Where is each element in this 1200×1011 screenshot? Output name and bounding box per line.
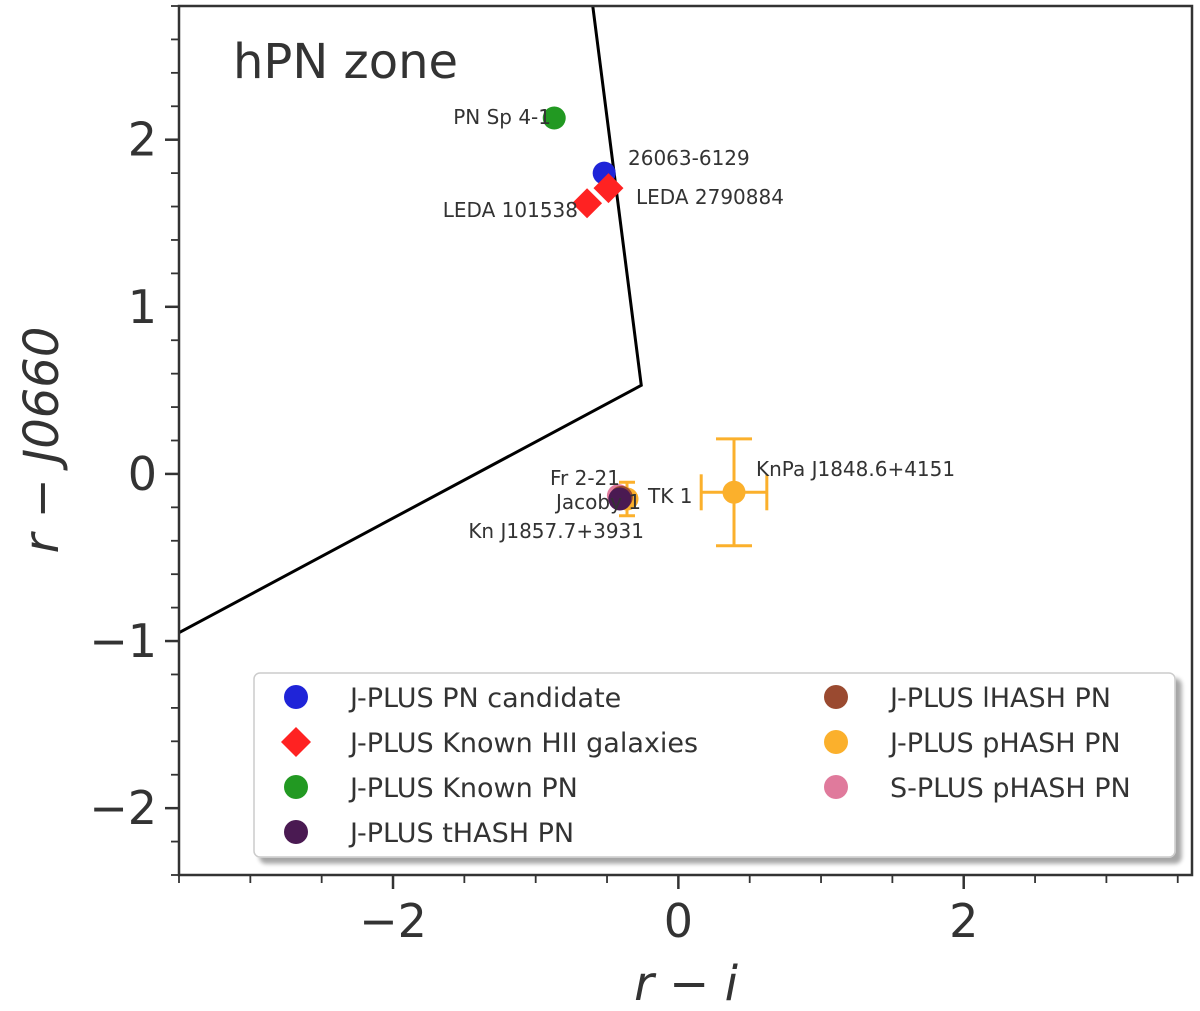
data-markers	[542, 106, 746, 511]
legend-item: J-PLUS Known HII galaxies	[281, 727, 698, 759]
y-tick-label: 1	[128, 280, 157, 334]
x-tick-label: 0	[664, 894, 693, 948]
legend-circle-marker	[284, 775, 308, 799]
x-tick-label: 2	[949, 894, 978, 948]
point-labels: 26063-6129 LEDA 101538 LEDA 2790884 PN Sp 4…	[443, 105, 955, 543]
legend-label: J-PLUS Known HII galaxies	[348, 728, 698, 759]
plot-frame	[177, 4, 1194, 877]
legend-label: J-PLUS lHASH PN	[888, 683, 1111, 714]
x-axis-label: r − i	[634, 956, 738, 1011]
point-label: PN Sp 4-1	[453, 105, 551, 129]
legend-circle-marker	[284, 820, 308, 844]
axis-ticks	[165, 5, 1179, 889]
hpn-zone-boundary	[179, 6, 643, 635]
legend-box	[253, 672, 1176, 858]
point-label: 26063-6129	[628, 146, 750, 170]
x-tick-label: −2	[359, 894, 427, 948]
point-label: TK 1	[647, 484, 692, 508]
data-point	[608, 487, 632, 511]
data-point	[722, 480, 746, 504]
legend-label: J-PLUS pHASH PN	[888, 728, 1121, 759]
legend-item: J-PLUS pHASH PN	[824, 728, 1121, 759]
point-label: Jacoby 1	[554, 490, 641, 514]
data-point	[572, 188, 603, 219]
tick-labels: −2 0 2 −2 −1 0 1 2	[89, 113, 978, 948]
legend-circle-marker	[824, 730, 848, 754]
legend-circle-marker	[824, 685, 848, 709]
legend-label: J-PLUS Known PN	[348, 773, 578, 804]
point-label: Kn J1857.7+3931	[468, 519, 644, 543]
y-tick-label: 0	[128, 447, 157, 501]
y-tick-label: −1	[89, 614, 157, 668]
legend-item: J-PLUS lHASH PN	[824, 683, 1111, 714]
legend-item: J-PLUS tHASH PN	[284, 818, 574, 849]
data-point	[542, 106, 566, 130]
legend-label: S-PLUS pHASH PN	[890, 773, 1131, 804]
legend-label: J-PLUS tHASH PN	[348, 818, 574, 849]
legend-circle-marker	[824, 775, 848, 799]
legend-label: J-PLUS PN candidate	[348, 683, 621, 714]
legend-diamond-marker	[281, 727, 311, 757]
point-label: LEDA 2790884	[636, 185, 784, 209]
point-label: Fr 2-21	[550, 466, 620, 490]
y-axis-label: r − J0660	[14, 327, 70, 554]
point-label: LEDA 101538	[443, 198, 578, 222]
point-label: KnPa J1848.6+4151	[756, 457, 955, 481]
legend-circle-marker	[284, 685, 308, 709]
zone-label: hPN zone	[233, 34, 458, 90]
legend-item: S-PLUS pHASH PN	[824, 773, 1131, 804]
legend-item: J-PLUS Known PN	[284, 773, 578, 804]
y-tick-label: 2	[128, 113, 157, 167]
legend: J-PLUS PN candidate J-PLUS Known HII gala…	[253, 672, 1176, 858]
data-point	[593, 173, 624, 204]
y-tick-label: −2	[89, 781, 157, 835]
legend-item: J-PLUS PN candidate	[284, 683, 621, 714]
